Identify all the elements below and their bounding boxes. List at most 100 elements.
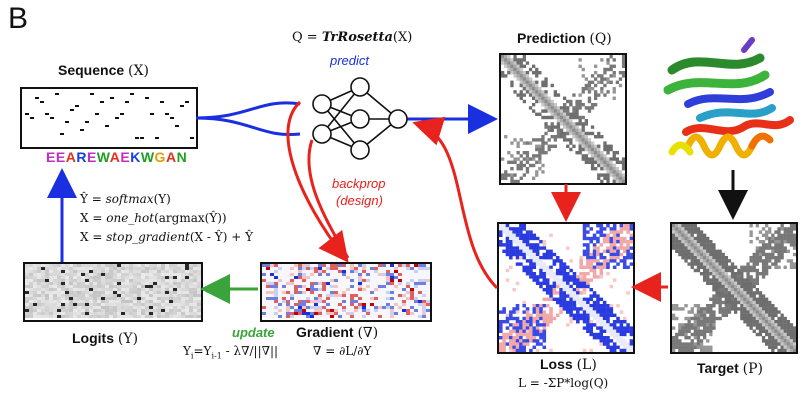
logit-cell	[181, 273, 185, 276]
loss-cell	[515, 252, 520, 257]
logit-cell	[197, 294, 201, 297]
loss-cell	[569, 268, 573, 273]
contact-cell	[718, 284, 722, 289]
logit-cell	[153, 297, 157, 300]
logit-cell	[137, 306, 141, 309]
contact-cell	[709, 240, 713, 244]
contact-cell	[553, 135, 557, 139]
loss-cell	[559, 310, 563, 314]
logit-cell	[101, 288, 105, 291]
contact-cell	[761, 320, 766, 324]
contact-cell	[746, 297, 750, 301]
logit-cell	[181, 279, 185, 282]
gradient-cell	[422, 279, 426, 282]
contact-cell	[550, 125, 554, 129]
contact-cell	[699, 307, 704, 311]
gradient-cell	[322, 285, 326, 288]
logit-cell	[185, 282, 189, 285]
logit-cell	[29, 285, 33, 288]
logit-cell	[45, 276, 49, 279]
contact-cell	[718, 300, 722, 305]
contact-cell	[559, 135, 564, 139]
contact-cell	[768, 259, 772, 263]
contact-cell	[774, 320, 778, 324]
contact-cell	[578, 99, 582, 104]
contact-cell	[699, 265, 704, 269]
contact-cell	[706, 310, 710, 314]
contact-cell	[590, 151, 595, 155]
loss-cell	[602, 329, 607, 333]
gradient-cell	[286, 285, 290, 288]
contact-cell	[678, 326, 682, 330]
contact-cell	[600, 74, 604, 78]
logit-cell	[177, 285, 181, 288]
contact-cell	[727, 281, 732, 285]
gradient-cell	[374, 309, 378, 312]
logit-cell	[77, 291, 81, 294]
contact-cell	[587, 141, 592, 145]
loss-cell	[576, 313, 580, 317]
gradient-cell	[354, 276, 358, 279]
contact-cell	[510, 80, 514, 84]
gradient-cell	[310, 276, 314, 279]
contact-cell	[581, 125, 585, 129]
contact-cell	[535, 173, 539, 177]
gradient-cell	[390, 294, 394, 297]
logit-cell	[25, 273, 29, 276]
gradient-cell	[374, 276, 378, 279]
logit-cell	[197, 279, 201, 282]
contact-cell	[675, 243, 679, 247]
loss-cell	[599, 256, 604, 260]
logit-cell	[157, 282, 161, 285]
logit-cell	[189, 273, 193, 276]
logit-cell	[149, 306, 153, 309]
logit-cell	[197, 297, 201, 300]
gradient-cell	[310, 312, 314, 315]
loss-cell	[499, 310, 503, 314]
contact-cell	[780, 316, 784, 321]
loss-cell	[529, 320, 533, 324]
logit-cell	[169, 282, 173, 285]
seq-to-net-arrow-upper	[195, 101, 301, 120]
sequence-letter: E	[120, 149, 131, 165]
contact-cell	[699, 249, 704, 253]
contact-cell	[743, 320, 747, 324]
loss-cell	[609, 348, 614, 352]
contact-cell	[786, 230, 790, 234]
loss-cell	[529, 262, 533, 266]
logit-cell	[197, 300, 201, 303]
contact-cell	[553, 125, 557, 129]
contact-cell	[615, 167, 619, 171]
logit-cell	[161, 282, 165, 285]
gradient-cell	[338, 315, 342, 318]
gradient-cell	[310, 300, 314, 303]
gradient-cell	[326, 267, 330, 270]
loss-cell	[529, 329, 533, 333]
loss-cell	[505, 246, 510, 250]
loss-cell	[519, 336, 523, 340]
gradient-cell	[342, 273, 346, 276]
logit-cell	[53, 273, 57, 276]
logit-cell	[141, 294, 145, 297]
logit-cell	[29, 303, 33, 306]
loss-cell	[515, 236, 520, 241]
logit-cell	[189, 285, 193, 288]
gradient-cell	[322, 309, 326, 312]
contact-cell	[709, 259, 713, 263]
logit-cell	[177, 270, 181, 273]
contact-cell	[584, 141, 588, 145]
gradient-cell	[318, 267, 322, 270]
gradient-cell	[358, 300, 362, 303]
contact-cell	[609, 173, 613, 177]
gradient-cell	[386, 294, 390, 297]
contact-cell	[743, 300, 747, 305]
loss-cell	[612, 348, 617, 352]
contact-cell	[681, 323, 685, 327]
loss-cell	[592, 291, 597, 295]
contact-cell	[780, 227, 784, 231]
gradient-cell	[354, 285, 358, 288]
logit-cell	[97, 297, 101, 300]
contact-cell	[696, 230, 701, 234]
loss-cell	[582, 233, 587, 237]
loss-cell	[549, 310, 553, 314]
